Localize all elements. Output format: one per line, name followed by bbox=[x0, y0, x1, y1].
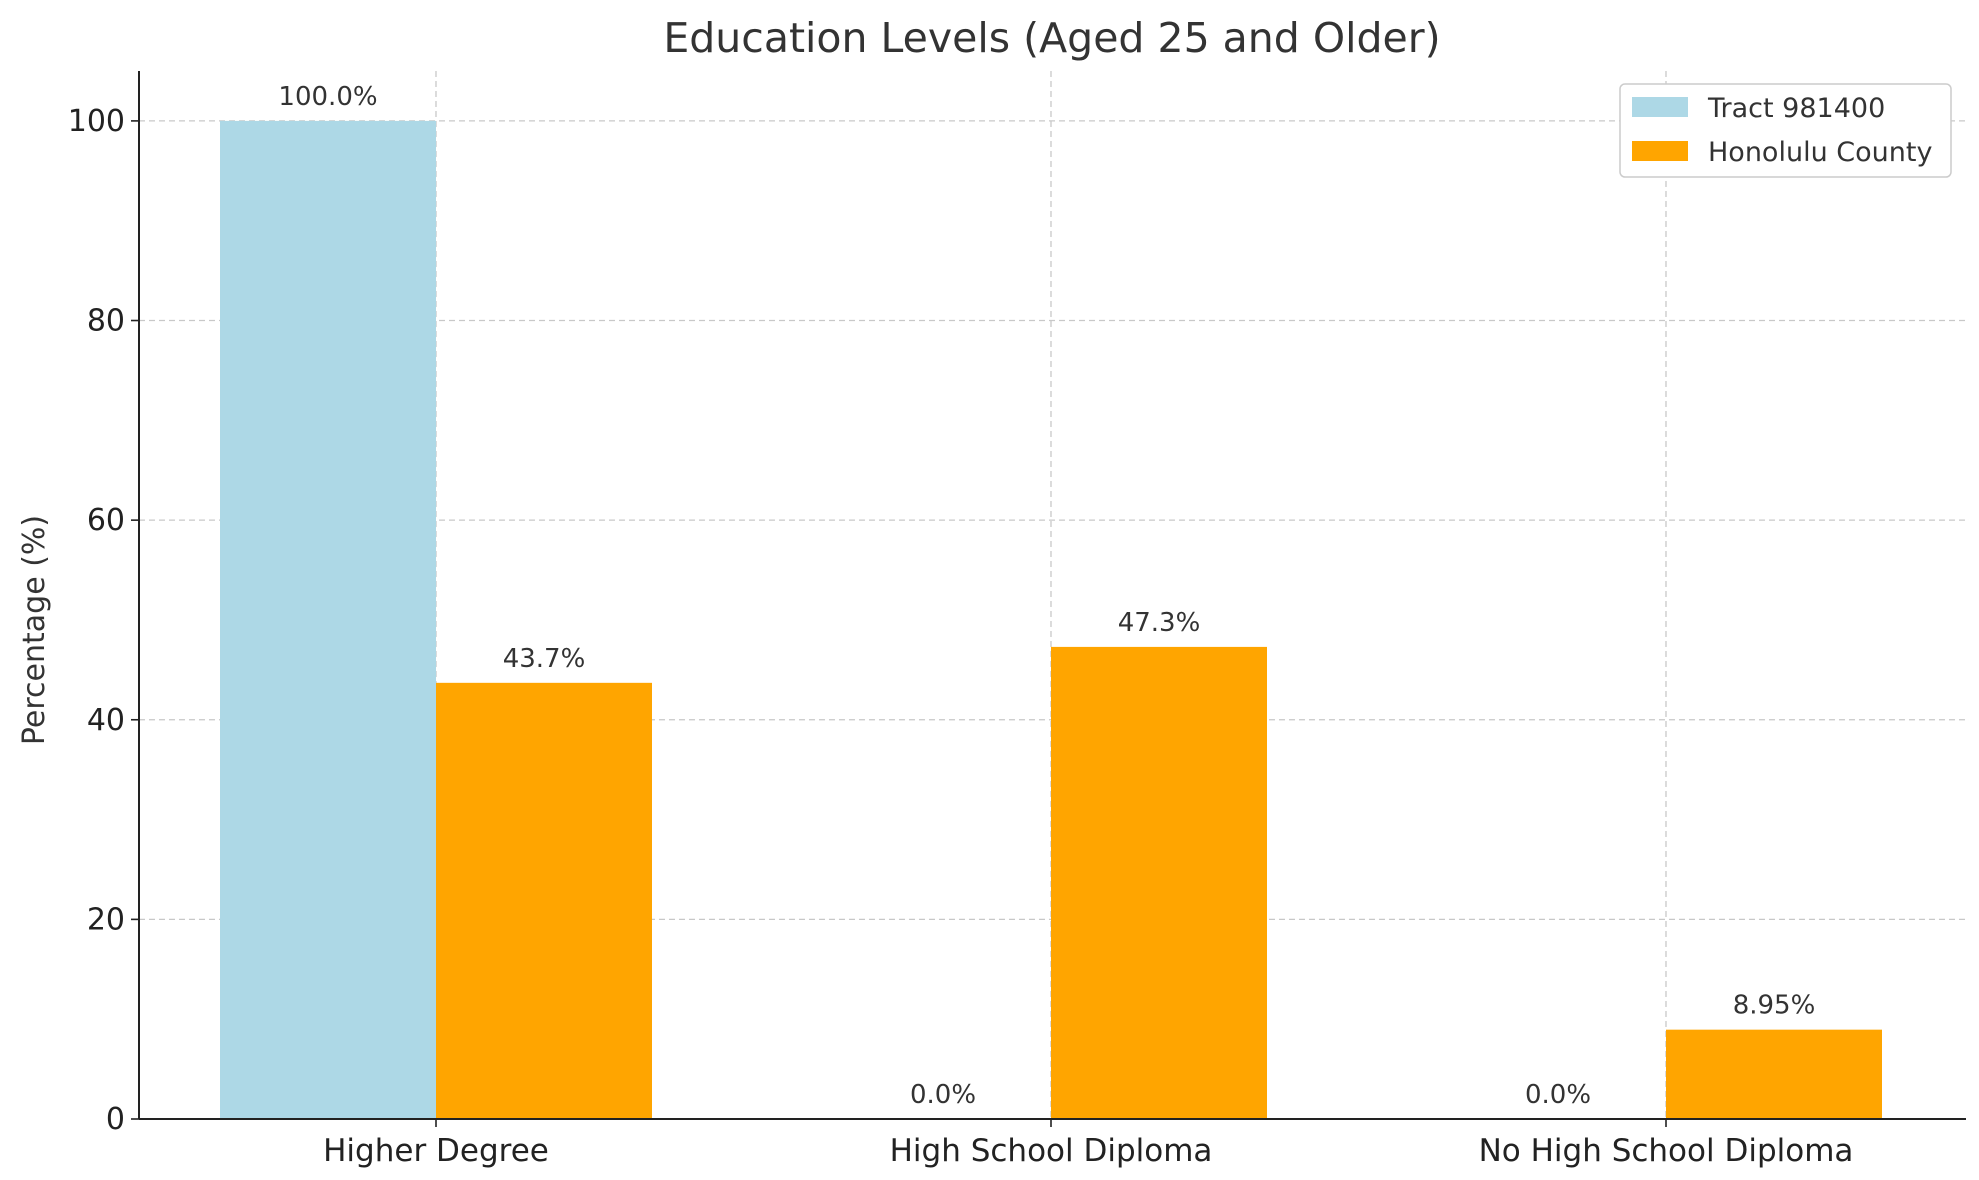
chart-title: Education Levels (Aged 25 and Older) bbox=[663, 14, 1440, 62]
legend-frame bbox=[1619, 83, 1952, 178]
y-tick-label: 80 bbox=[87, 304, 125, 339]
axes: 0 20 40 60 80 100 Higher Degree High School Dip… bbox=[68, 71, 1966, 1169]
x-tick-label: No High School Diploma bbox=[1479, 1133, 1854, 1169]
legend-label-tract: Tract 981400 bbox=[1707, 93, 1885, 124]
bars bbox=[220, 120, 1882, 1119]
y-tick-label: 60 bbox=[87, 503, 125, 538]
legend-swatch-county bbox=[1632, 141, 1688, 161]
data-label: 0.0% bbox=[910, 1080, 976, 1110]
y-tick-label: 20 bbox=[87, 902, 125, 937]
x-tick-label: Higher Degree bbox=[323, 1133, 549, 1169]
bar-county-1 bbox=[1051, 646, 1267, 1119]
bar-county-0 bbox=[436, 682, 652, 1119]
data-label: 8.95% bbox=[1733, 991, 1816, 1021]
bar-county-2 bbox=[1666, 1029, 1882, 1119]
data-label: 47.3% bbox=[1118, 608, 1201, 638]
y-tick-label: 40 bbox=[87, 703, 125, 738]
legend: Tract 981400 Honolulu County bbox=[1619, 83, 1952, 178]
legend-label-county: Honolulu County bbox=[1708, 137, 1932, 168]
x-tick-label: High School Diploma bbox=[890, 1133, 1213, 1169]
data-label: 43.7% bbox=[503, 644, 586, 674]
data-label: 100.0% bbox=[278, 82, 377, 112]
y-tick-label: 100 bbox=[68, 104, 125, 139]
legend-swatch-tract bbox=[1632, 97, 1688, 117]
data-label: 0.0% bbox=[1525, 1080, 1591, 1110]
y-tick-label: 0 bbox=[106, 1102, 125, 1137]
bar-tract-0 bbox=[220, 120, 436, 1119]
y-axis-label: Percentage (%) bbox=[17, 515, 52, 745]
data-labels: 100.0% 0.0% 0.0% 43.7% 47.3% 8.95% bbox=[278, 82, 1815, 1110]
